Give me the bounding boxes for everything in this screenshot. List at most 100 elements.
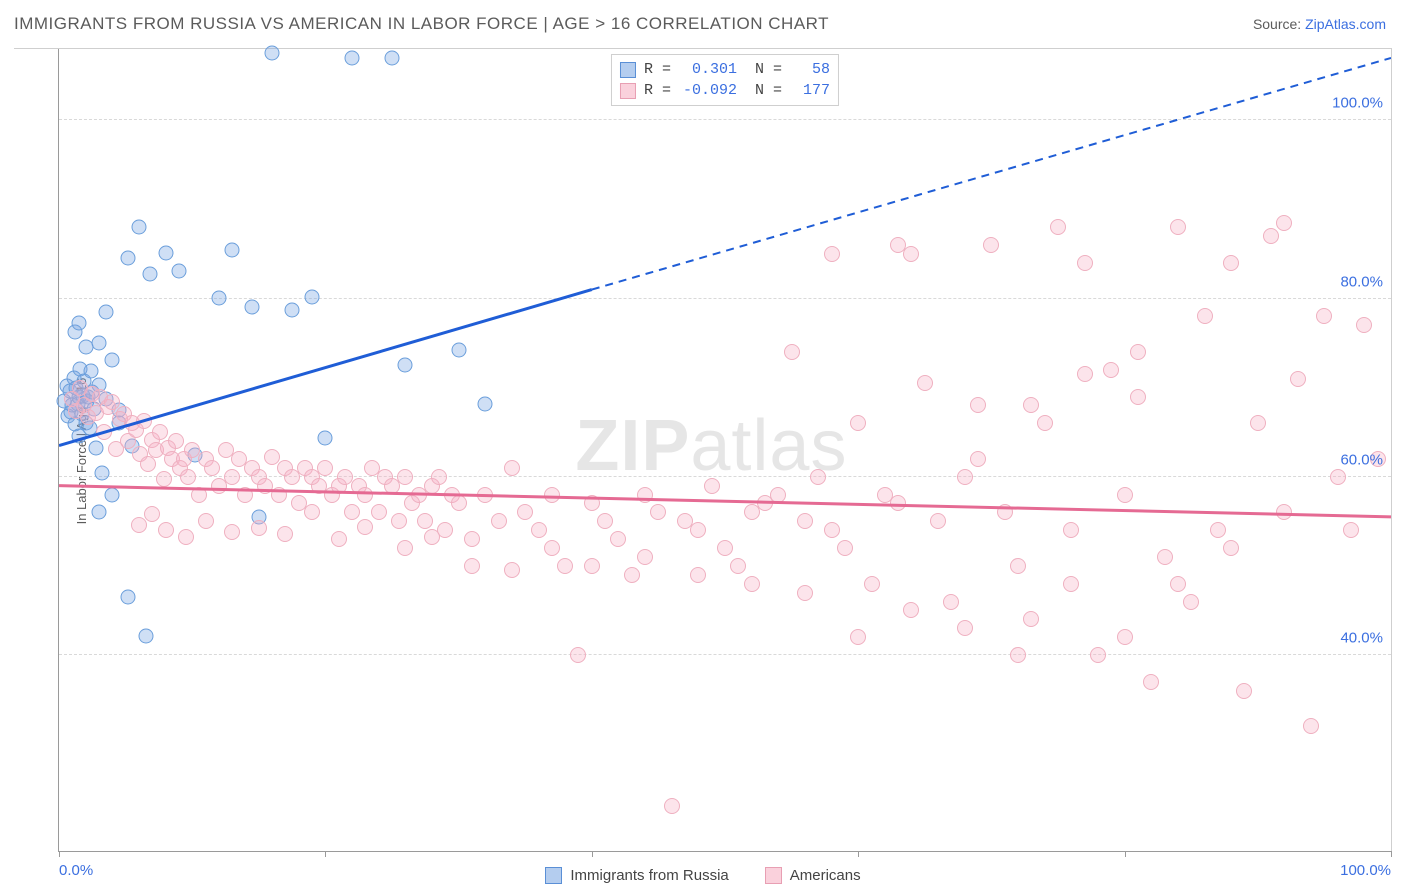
data-point-americans: [1157, 549, 1173, 565]
data-point-russia: [83, 363, 98, 378]
data-point-americans: [544, 540, 560, 556]
y-tick-label: 40.0%: [1340, 629, 1383, 646]
data-point-americans: [1090, 647, 1106, 663]
data-point-americans: [917, 375, 933, 391]
data-point-americans: [970, 451, 986, 467]
data-point-americans: [1050, 219, 1066, 235]
data-point-americans: [431, 469, 447, 485]
stats-legend-box: R =0.301N =58R = -0.092 N = 177: [611, 54, 839, 106]
x-tick: [59, 851, 60, 857]
data-point-americans: [1170, 576, 1186, 592]
data-point-americans: [397, 469, 413, 485]
data-point-americans: [797, 585, 813, 601]
data-point-americans: [417, 513, 433, 529]
data-point-russia: [98, 304, 113, 319]
data-point-americans: [1250, 415, 1266, 431]
data-point-americans: [824, 522, 840, 538]
data-point-americans: [158, 522, 174, 538]
data-point-russia: [265, 46, 280, 61]
data-point-russia: [91, 336, 106, 351]
data-point-americans: [624, 567, 640, 583]
data-point-americans: [1223, 540, 1239, 556]
data-point-americans: [1143, 674, 1159, 690]
data-point-americans: [637, 549, 653, 565]
data-point-americans: [770, 487, 786, 503]
stat-r-label: R =: [644, 80, 671, 101]
data-point-americans: [136, 413, 152, 429]
data-point-russia: [285, 303, 300, 318]
data-point-americans: [903, 602, 919, 618]
data-point-americans: [204, 460, 220, 476]
data-point-americans: [1316, 308, 1332, 324]
data-point-americans: [810, 469, 826, 485]
watermark: ZIPatlas: [575, 405, 847, 487]
data-point-americans: [1276, 215, 1292, 231]
data-point-americans: [744, 576, 760, 592]
data-point-americans: [1303, 718, 1319, 734]
stat-n-value: 177: [790, 80, 830, 101]
data-point-americans: [943, 594, 959, 610]
data-point-americans: [637, 487, 653, 503]
legend-swatch-blue: [545, 867, 562, 884]
data-point-americans: [224, 524, 240, 540]
data-point-russia: [105, 353, 120, 368]
data-point-americans: [198, 513, 214, 529]
data-point-russia: [398, 358, 413, 373]
legend-label: Immigrants from Russia: [570, 867, 728, 884]
data-point-americans: [371, 504, 387, 520]
stat-n-value: 58: [790, 59, 830, 80]
data-point-americans: [584, 558, 600, 574]
data-point-americans: [1117, 487, 1133, 503]
data-point-americans: [1223, 255, 1239, 271]
legend-swatch-blue: [620, 62, 636, 78]
data-point-americans: [1023, 397, 1039, 413]
gridline: [59, 654, 1391, 655]
legend-label: Americans: [790, 867, 861, 884]
chart-title: IMMIGRANTS FROM RUSSIA VS AMERICAN IN LA…: [14, 14, 829, 34]
data-point-russia: [305, 289, 320, 304]
data-point-americans: [331, 531, 347, 547]
data-point-americans: [517, 504, 533, 520]
data-point-americans: [1236, 683, 1252, 699]
data-point-americans: [983, 237, 999, 253]
data-point-americans: [544, 487, 560, 503]
data-point-americans: [930, 513, 946, 529]
data-point-americans: [1077, 255, 1093, 271]
data-point-russia: [105, 487, 120, 502]
data-point-americans: [504, 460, 520, 476]
data-point-americans: [424, 529, 440, 545]
gridline: [59, 119, 1391, 120]
data-point-americans: [1263, 228, 1279, 244]
data-point-americans: [584, 495, 600, 511]
data-point-americans: [1037, 415, 1053, 431]
data-point-americans: [237, 487, 253, 503]
data-point-russia: [121, 590, 136, 605]
stat-row: R =0.301N =58: [620, 59, 830, 80]
plot-area: ZIPatlas R =0.301N =58R = -0.092 N = 177 40…: [58, 49, 1391, 852]
stat-r-value: -0.092: [679, 80, 737, 101]
data-point-americans: [357, 519, 373, 535]
data-point-americans: [1077, 366, 1093, 382]
data-point-russia: [478, 396, 493, 411]
stat-r-label: R =: [644, 59, 671, 80]
source-link[interactable]: ZipAtlas.com: [1305, 16, 1386, 32]
source-attribution: Source: ZipAtlas.com: [1253, 16, 1386, 32]
x-tick: [325, 851, 326, 857]
data-point-americans: [1130, 389, 1146, 405]
data-point-americans: [957, 620, 973, 636]
data-point-americans: [1183, 594, 1199, 610]
data-point-americans: [597, 513, 613, 529]
stat-n-label: N =: [755, 80, 782, 101]
data-point-americans: [191, 487, 207, 503]
y-tick-label: 80.0%: [1340, 273, 1383, 290]
data-point-americans: [1130, 344, 1146, 360]
data-point-russia: [138, 629, 153, 644]
source-prefix: Source:: [1253, 16, 1305, 32]
data-point-russia: [225, 243, 240, 258]
data-point-americans: [837, 540, 853, 556]
data-point-americans: [850, 415, 866, 431]
data-point-americans: [131, 517, 147, 533]
data-point-americans: [970, 397, 986, 413]
data-point-americans: [156, 471, 172, 487]
data-point-americans: [144, 506, 160, 522]
